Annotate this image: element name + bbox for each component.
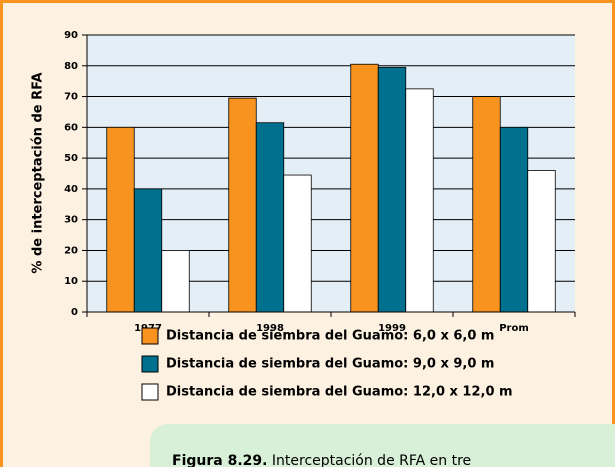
x-tick-label: 1999 (378, 323, 406, 334)
bar (133, 188, 163, 313)
y-tick-label: 80 (64, 61, 78, 72)
caption-label: Figura 8.29. (172, 453, 267, 467)
legend-label: Distancia de siembra del Guamo: 9,0 x 9,… (166, 357, 494, 372)
y-tick-label: 50 (64, 153, 78, 164)
y-tick-label: 30 (64, 215, 78, 226)
bar (255, 122, 285, 313)
legend-swatch (141, 383, 159, 401)
bar (350, 63, 379, 313)
bar (377, 66, 407, 313)
y-tick-label: 0 (71, 307, 78, 318)
bar (106, 126, 135, 313)
bar (283, 174, 312, 313)
y-tick-label: 90 (64, 30, 78, 41)
bar (228, 97, 257, 313)
y-tick-label: 20 (64, 245, 78, 256)
legend-label: Distancia de siembra del Guamo: 12,0 x 1… (166, 385, 513, 400)
bar (499, 126, 529, 313)
caption-text: Interceptación de RFA en tre (272, 453, 471, 467)
y-tick-label: 70 (64, 92, 78, 103)
y-axis-label: % de interceptación de RFA (31, 72, 46, 273)
y-tick-label: 10 (64, 276, 78, 287)
y-tick-label: 60 (64, 122, 78, 133)
caption: Figura 8.29. Interceptación de RFA en tr… (172, 453, 471, 467)
bar (527, 170, 556, 313)
legend-swatch (141, 355, 159, 373)
bar (472, 96, 501, 313)
x-tick-label: 1998 (256, 323, 284, 334)
bar (161, 250, 190, 313)
x-tick-label: Prom (499, 323, 529, 334)
caption-box (150, 424, 615, 467)
bar (405, 88, 434, 313)
y-tick-label: 40 (64, 184, 78, 195)
legend-label: Distancia de siembra del Guamo: 6,0 x 6,… (166, 329, 494, 344)
legend-swatch (141, 327, 159, 345)
